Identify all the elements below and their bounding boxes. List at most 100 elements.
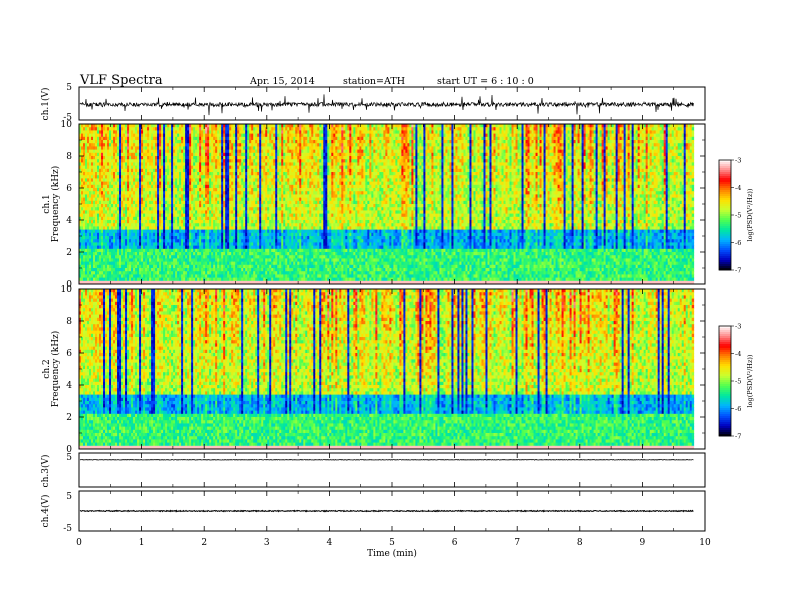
spectrogram-cell	[171, 280, 174, 285]
spectrogram-cell	[109, 136, 112, 141]
spectrogram-cell	[151, 236, 154, 240]
spectrogram-cell	[123, 162, 126, 166]
spectrogram-cell	[93, 242, 96, 246]
spectrogram-cell	[151, 149, 154, 154]
spectrogram-cell	[167, 124, 170, 128]
spectrogram-cell	[177, 159, 180, 163]
spectrogram-cell	[89, 252, 92, 256]
spectrogram-cell	[145, 149, 148, 154]
spectrogram-cell	[107, 248, 110, 253]
spectrogram-cell	[157, 226, 160, 230]
spectrogram-cell	[99, 181, 102, 186]
spectrogram-cell	[167, 258, 170, 262]
spectrogram-cell	[171, 175, 174, 179]
spectrogram-cell	[103, 261, 106, 266]
spectrogram-cell	[85, 248, 88, 253]
spectrogram-cell	[117, 140, 120, 144]
spectrogram-cell	[95, 229, 98, 234]
spectrogram-cell	[103, 264, 106, 269]
spectrogram-cell	[91, 143, 94, 147]
spectrogram-cell	[169, 252, 172, 256]
spectrogram-cell	[115, 204, 118, 208]
spectrogram-cell	[83, 239, 86, 243]
spectrogram-cell	[109, 242, 112, 246]
spectrogram-cell	[147, 261, 150, 266]
spectrogram-cell	[93, 264, 96, 269]
spectrogram-cell	[101, 271, 104, 275]
spectrogram-cell	[135, 226, 138, 230]
spectrogram-cell	[91, 236, 94, 240]
spectrogram-cell	[157, 188, 160, 192]
spectrogram-cell	[95, 140, 98, 144]
spectrogram-cell	[103, 127, 106, 131]
spectrogram-cell	[135, 130, 138, 134]
spectrogram-cell	[91, 140, 94, 144]
spectrogram-cell	[135, 207, 138, 211]
spectrogram-cell	[147, 277, 150, 282]
spectrogram-cell	[99, 152, 102, 157]
spectrogram-cell	[101, 261, 104, 266]
spectrogram-cell	[165, 172, 168, 176]
spectrogram-cell	[147, 127, 150, 131]
spectrogram-cell	[93, 216, 96, 221]
spectrogram-cell	[119, 220, 122, 224]
spectrogram-cell	[107, 178, 110, 182]
spectrogram-cell	[105, 229, 108, 234]
spectrogram-cell	[115, 168, 118, 173]
spectrogram-cell	[181, 136, 184, 141]
spectrogram-cell	[177, 175, 180, 179]
spectrogram-cell	[127, 252, 130, 256]
spectrogram-cell	[133, 280, 136, 285]
spectrogram-cell	[97, 274, 100, 278]
spectrogram-cell	[109, 194, 112, 198]
spectrogram-cell	[143, 178, 146, 182]
spectrogram-cell	[159, 248, 162, 253]
spectrogram-cell	[129, 146, 132, 150]
spectrogram-cell	[141, 197, 144, 202]
spectrogram-cell	[107, 220, 110, 224]
spectrogram-cell	[123, 271, 126, 275]
spectrogram-cell	[101, 200, 104, 205]
spectrogram-cell	[89, 200, 92, 205]
spectrogram-cell	[83, 258, 86, 262]
spectrogram-cell	[121, 255, 124, 259]
spectrogram-cell	[173, 136, 176, 141]
spectrogram-cell	[147, 191, 150, 195]
spectrogram-cell	[99, 140, 102, 144]
spectrogram-cell	[125, 255, 128, 259]
spectrogram-cell	[123, 242, 126, 246]
spectrogram-cell	[145, 226, 148, 230]
spectrogram-cell	[107, 261, 110, 266]
spectrogram-cell	[121, 184, 124, 189]
spectrogram-cell	[125, 280, 128, 285]
spectrogram-cell	[127, 191, 130, 195]
spectrogram-cell	[175, 188, 178, 192]
spectrogram-cell	[99, 159, 102, 163]
spectrogram-cell	[175, 207, 178, 211]
spectrogram-cell	[87, 200, 90, 205]
spectrogram-cell	[87, 172, 90, 176]
spectrogram-cell	[117, 178, 120, 182]
spectrogram-cell	[91, 149, 94, 154]
spectrogram-cell	[129, 156, 132, 160]
spectrogram-cell	[141, 264, 144, 269]
spectrogram-cell	[79, 223, 82, 227]
spectrogram-cell	[119, 268, 122, 272]
spectrogram-cell	[169, 261, 172, 266]
spectrogram-cell	[175, 127, 178, 131]
spectrogram-cell	[123, 156, 126, 160]
spectrogram-cell	[95, 210, 98, 214]
spectrogram-cell	[127, 194, 130, 198]
spectrogram-cell	[141, 162, 144, 166]
spectrogram-cell	[151, 213, 154, 218]
spectrogram-cell	[117, 213, 120, 218]
spectrogram-cell	[127, 210, 130, 214]
spectrogram-cell	[87, 223, 90, 227]
spectrogram-cell	[103, 258, 106, 262]
spectrogram-cell	[169, 143, 172, 147]
spectrogram-cell	[155, 239, 158, 243]
spectrogram-cell	[89, 152, 92, 157]
spectrogram-cell	[145, 258, 148, 262]
spectrogram-cell	[165, 181, 168, 186]
spectrogram-cell	[117, 159, 120, 163]
